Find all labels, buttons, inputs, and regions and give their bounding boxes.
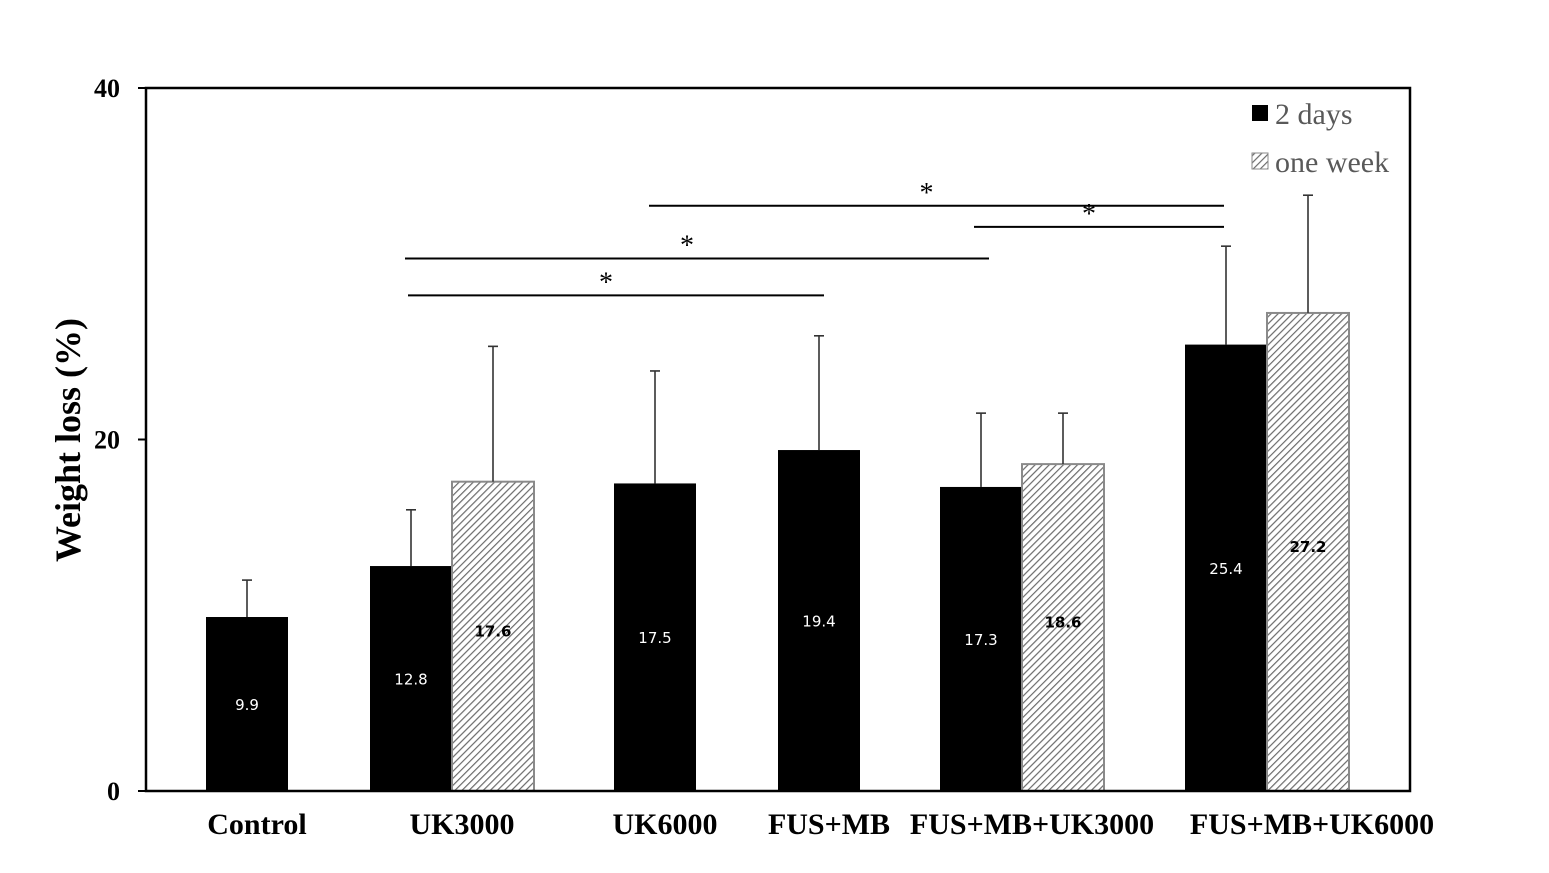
legend-label-one-week: one week — [1275, 146, 1389, 179]
x-tick-label-3: FUS+MB — [768, 808, 890, 841]
y-tick-label-0: 0 — [107, 777, 120, 806]
data-label-one-week-1: 17.6 — [474, 622, 511, 640]
significance-star-1: * — [680, 230, 694, 261]
significance-star-3: * — [1082, 199, 1096, 230]
data-label-2-days-0: 9.9 — [235, 696, 259, 714]
y-axis-label: Weight loss (%) — [48, 318, 88, 562]
significance-star-0: * — [599, 267, 613, 298]
bar-one-week-4 — [1021, 463, 1105, 792]
bar-2-days-4 — [940, 486, 1022, 791]
data-label-2-days-3: 19.4 — [802, 613, 835, 631]
x-tick-label-2: UK6000 — [613, 808, 718, 841]
legend-swatch-2-days — [1252, 105, 1268, 121]
data-label-one-week-4: 18.6 — [1044, 614, 1081, 632]
x-tick-label-4: FUS+MB+UK3000 — [910, 808, 1154, 841]
bars-layer — [206, 311, 1350, 792]
bar-2-days-1 — [370, 566, 452, 791]
y-tick-label-1: 20 — [94, 426, 120, 455]
x-tick-label-5: FUS+MB+UK6000 — [1190, 808, 1434, 841]
data-label-2-days-4: 17.3 — [964, 631, 997, 649]
legend: 2 days one week — [1251, 98, 1389, 179]
significance-layer: * * * * — [405, 178, 1224, 298]
x-tick-label-0: Control — [207, 808, 306, 841]
x-axis-ticks: Control UK3000 UK6000 FUS+MB FUS+MB+UK3000 FU… — [207, 808, 1434, 841]
data-label-2-days-5: 25.4 — [1209, 560, 1242, 578]
bar-2-days-5 — [1185, 344, 1267, 791]
data-label-2-days-1: 12.8 — [394, 671, 427, 689]
bar-2-days-3 — [778, 450, 860, 791]
data-label-one-week-5: 27.2 — [1289, 538, 1326, 556]
error-bars-layer — [242, 194, 1313, 618]
significance-star-2: * — [920, 178, 934, 209]
data-label-2-days-2: 17.5 — [638, 629, 671, 647]
y-axis-ticks: 0 20 40 — [94, 74, 146, 806]
legend-swatch-one-week — [1251, 152, 1269, 170]
legend-label-2-days: 2 days — [1275, 98, 1353, 131]
x-tick-label-1: UK3000 — [410, 808, 515, 841]
bar-2-days-2 — [614, 483, 696, 791]
data-labels-layer: 9.9 12.8 17.6 17.5 19.4 17.3 18.6 25.4 27.2 — [235, 538, 1326, 714]
bar-2-days-0 — [206, 617, 288, 791]
y-tick-label-2: 40 — [94, 74, 120, 103]
